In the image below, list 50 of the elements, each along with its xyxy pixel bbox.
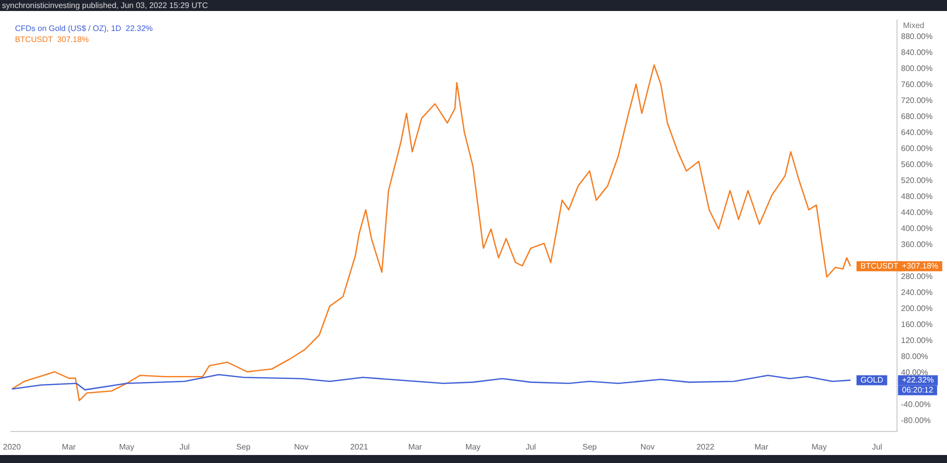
x-tick-label: Mar bbox=[408, 442, 422, 452]
y-tick-label: 280.00% bbox=[901, 272, 933, 282]
annotation: 22.32% bbox=[126, 24, 153, 34]
annotation: GOLD bbox=[860, 375, 884, 384]
x-tick-label: Jul bbox=[872, 442, 882, 452]
y-tick-label: 200.00% bbox=[901, 304, 933, 314]
y-tick-label: 40.00% bbox=[901, 368, 928, 378]
y-tick-label: -80.00% bbox=[901, 416, 931, 426]
x-tick-label: May bbox=[812, 442, 827, 452]
x-tick-label: Mar bbox=[754, 442, 769, 452]
chart-title: synchronisticinvesting published, Jun 03, 2022 15:29 UTC bbox=[0, 0, 947, 11]
x-tick-label: 2021 bbox=[350, 442, 369, 452]
x-tick-label: Nov bbox=[294, 442, 308, 452]
text: +307.18% bbox=[902, 261, 938, 270]
x-tick-label: May bbox=[119, 442, 134, 452]
y-tick-label: 720.00% bbox=[901, 96, 933, 106]
y-tick-label: 840.00% bbox=[901, 48, 933, 58]
y-tick-label: 400.00% bbox=[901, 224, 933, 234]
text: CFDs on Gold (US$ / OZ), 1D bbox=[14, 24, 122, 34]
y-tick-label: 440.00% bbox=[901, 208, 933, 218]
y-tick-label: 680.00% bbox=[901, 112, 933, 122]
annotation: BTCUSDT bbox=[860, 261, 898, 270]
y-tick-label: 520.00% bbox=[901, 176, 933, 186]
x-tick-label: Jul bbox=[526, 442, 536, 452]
y-tick-label: 480.00% bbox=[901, 192, 933, 202]
x-tick-label: Sep bbox=[582, 442, 598, 452]
y-tick-label: 560.00% bbox=[901, 160, 933, 170]
annotation: 307.18% bbox=[57, 35, 89, 44]
y-tick-label: 880.00% bbox=[901, 32, 933, 42]
x-tick-label: 2022 bbox=[696, 442, 715, 452]
text: BTCUSDT bbox=[14, 35, 53, 44]
y-tick-label: 80.00% bbox=[901, 352, 928, 362]
y-tick-label: 760.00% bbox=[901, 80, 933, 90]
y-tick-label: 160.00% bbox=[901, 320, 933, 330]
x-tick-label: 2020 bbox=[3, 442, 22, 452]
y-tick-label: 360.00% bbox=[901, 240, 933, 250]
x-tick-label: Nov bbox=[640, 442, 655, 452]
x-tick-label: May bbox=[465, 442, 481, 452]
text: 06:20:12 bbox=[902, 385, 934, 394]
x-tick-label: Sep bbox=[236, 442, 252, 452]
y-axis-title: Mixed bbox=[903, 21, 924, 30]
y-tick-label: 120.00% bbox=[901, 336, 933, 346]
y-tick-label: -40.00% bbox=[901, 400, 931, 410]
y-tick-label: 600.00% bbox=[901, 144, 933, 154]
y-tick-label: 240.00% bbox=[901, 288, 933, 298]
y-tick-label: 640.00% bbox=[901, 128, 933, 138]
x-tick-label: Mar bbox=[62, 442, 76, 452]
text: +22.32% bbox=[902, 375, 934, 384]
x-tick-label: Jul bbox=[179, 442, 190, 452]
y-tick-label: 800.00% bbox=[901, 64, 933, 74]
